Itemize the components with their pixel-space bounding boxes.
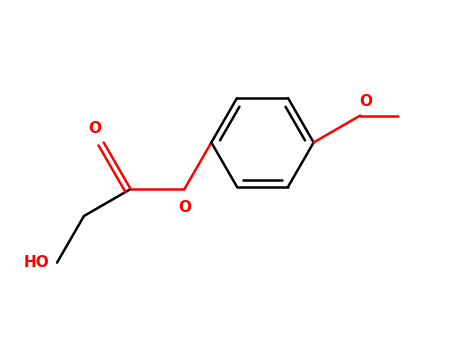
Text: HO: HO: [24, 255, 50, 270]
Text: O: O: [178, 200, 191, 215]
Text: O: O: [359, 94, 372, 109]
Text: O: O: [89, 121, 101, 136]
